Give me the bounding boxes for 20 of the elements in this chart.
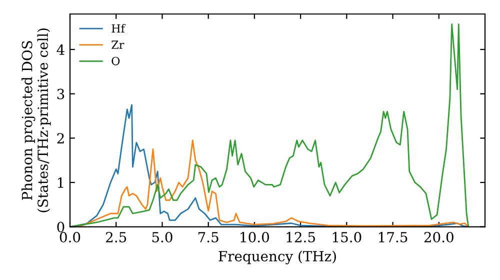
x-tick-label: 17.5 <box>379 232 408 242</box>
y-tick-label: 1 <box>58 177 64 188</box>
line-series <box>70 24 470 227</box>
y-tick-label: 4 <box>56 44 64 55</box>
x-tick-label: 20.0 <box>424 232 454 242</box>
x-axis-title: Frequency (THz) <box>218 250 336 264</box>
legend-label: O <box>112 56 120 66</box>
y-axis-title: Phonon projected DOS (States/THz·primitive cell) <box>22 28 51 212</box>
x-tick-label: 10.0 <box>240 232 269 242</box>
x-tick-label: 7.5 <box>198 232 218 242</box>
x-tick-label: 5.0 <box>152 232 172 242</box>
legend-label: Hf <box>112 24 126 32</box>
y-tick-label: 0 <box>57 222 64 232</box>
x-tick-label: 12.5 <box>286 232 315 242</box>
x-tick-label: 0.0 <box>60 232 80 242</box>
x-tick-label: 15.0 <box>332 232 362 242</box>
y-tick-label: 3 <box>57 88 64 100</box>
x-tick-label: 2.5 <box>106 232 126 242</box>
legend-label: Zr <box>112 40 124 49</box>
y-tick-label: 2 <box>57 133 64 144</box>
